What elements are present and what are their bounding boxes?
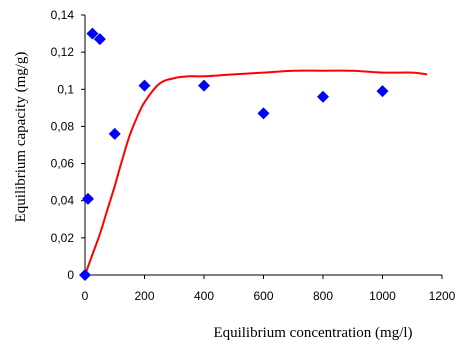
data-point [86, 27, 99, 40]
fit-curve [84, 69, 428, 276]
y-tick-label: 0,08 [51, 119, 75, 133]
data-point [257, 107, 270, 120]
data-point [79, 269, 91, 281]
x-tick-label: 0 [82, 289, 89, 303]
x-tick-label: 1000 [369, 289, 396, 303]
x-tick-label: 400 [194, 289, 214, 303]
y-tick-label: 0,04 [51, 194, 75, 208]
tick-labels: 0 0,02 0,04 0,06 0,08 0,1 0,12 0,14 0 200 400 600 80… [51, 8, 456, 303]
x-tick-label: 200 [134, 289, 154, 303]
data-points-group [79, 27, 389, 281]
x-axis-title: Equilibrium concentration (mg/l) [213, 325, 412, 341]
data-point [198, 79, 210, 92]
y-tick-label: 0,14 [51, 8, 75, 22]
data-point [138, 79, 151, 92]
y-tick-label: 0,02 [51, 231, 75, 245]
y-tick-label: 0,1 [57, 82, 74, 96]
fit-curve-group [84, 69, 428, 276]
data-point [376, 85, 389, 98]
x-tick-label: 600 [253, 289, 273, 303]
y-tick-label: 0,12 [51, 45, 75, 59]
data-point [81, 192, 94, 205]
data-point [317, 90, 329, 103]
axes [84, 15, 442, 276]
x-tick-label: 1200 [429, 289, 456, 303]
y-axis-title: Equilibrium capacity (mg/g) [13, 52, 29, 223]
data-point [93, 33, 106, 46]
x-tick-label: 800 [313, 289, 333, 303]
y-tick-label: 0 [67, 268, 74, 282]
y-tick-label: 0,06 [51, 157, 75, 171]
tick-marks [81, 14, 443, 279]
data-point [108, 127, 121, 140]
